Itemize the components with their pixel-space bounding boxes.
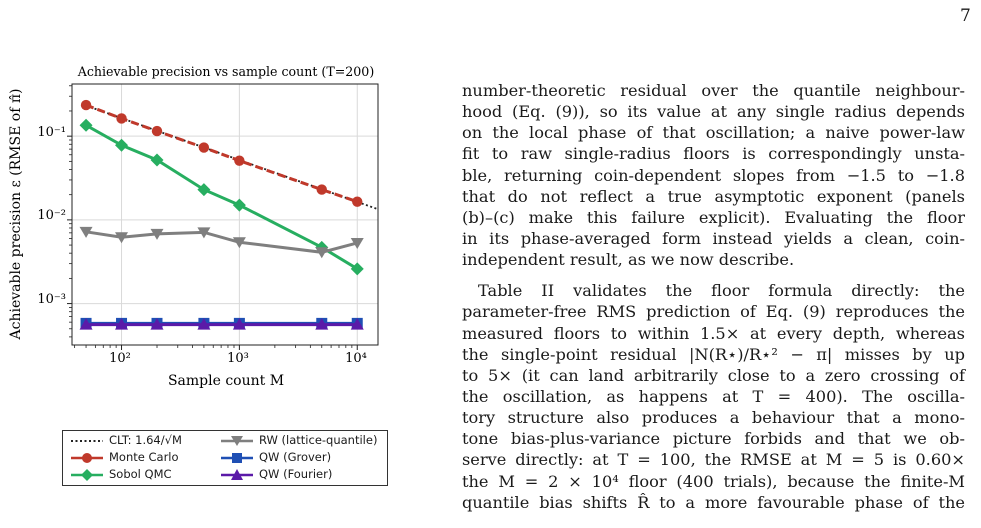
data-point-1-4 — [234, 155, 245, 166]
data-point-1-5 — [316, 184, 327, 195]
data-point-3-0 — [79, 226, 93, 238]
data-point-5-0 — [79, 318, 93, 330]
text-line: serve directly: at T = 100, the RMSE at … — [462, 450, 965, 470]
legend-label-clt: CLT: 1.64/√M — [109, 433, 182, 447]
data-point-3-3 — [197, 227, 211, 239]
text-line: the oscillation, as happens at T = 400).… — [462, 386, 965, 406]
precision-figure: Achievable precision vs sample count (T=… — [8, 64, 379, 389]
text-line: quantile bias shifts R̂ to a more favour… — [462, 492, 965, 512]
legend-label-rw: RW (lattice-quantile) — [259, 433, 378, 447]
legend-swatch-clt — [71, 440, 103, 442]
series-line-0 — [85, 104, 379, 211]
data-point-5-3 — [197, 318, 211, 330]
data-point-5-2 — [150, 318, 164, 330]
y-tick-label-0.001: 10⁻³ — [37, 292, 66, 307]
text-line: measured floors to within 1.5× at every … — [462, 323, 965, 343]
data-point-2-0 — [79, 118, 93, 132]
y-tick-label-0.1: 10⁻¹ — [37, 125, 66, 140]
series-line-1 — [85, 103, 358, 204]
axis-ticks — [67, 85, 358, 350]
text-line: (b)–(c) make this failure explicit). Eva… — [462, 207, 965, 227]
data-point-3-2 — [150, 228, 164, 240]
text-line: independent result, as we now describe. — [462, 250, 795, 270]
data-point-1-1 — [116, 113, 127, 124]
paragraph-2: Table II validates the floor formula dir… — [462, 280, 965, 513]
y-tick-label-0.01: 10⁻² — [37, 208, 66, 223]
x-tick-label-10000: 10⁴ — [345, 351, 367, 366]
plot-frame — [71, 83, 379, 346]
data-point-5-4 — [232, 318, 246, 330]
text-line: to 5× (it can land arbitrarily close to … — [462, 365, 965, 385]
x-axis-label: Sample count M — [168, 373, 284, 389]
text-line: the M = 2 × 10⁴ floor (400 trials), beca… — [462, 471, 965, 491]
text-line: the single-point residual |N(R⋆)/R⋆² − π… — [462, 344, 965, 364]
circle-marker-icon — [71, 453, 103, 463]
text-line: number-theoretic residual over the quant… — [462, 81, 965, 100]
body-text-column: number-theoretic residual over the quant… — [462, 80, 965, 513]
legend-label-qw-grover: QW (Grover) — [259, 450, 332, 464]
diamond-marker-icon — [71, 469, 103, 481]
grid — [72, 84, 378, 345]
data-point-3-5 — [315, 247, 329, 259]
data-point-5-5 — [315, 318, 329, 330]
data-point-3-6 — [350, 237, 364, 249]
text-line: in its phase-averaged form instead yield… — [462, 228, 965, 248]
text-line: Table II validates the floor formula dir… — [478, 281, 965, 301]
text-line: that do not reflect a true asymptotic ex… — [462, 186, 965, 206]
series-layer — [79, 99, 379, 330]
x-tick-label-100: 10² — [109, 351, 131, 366]
triangle-up-marker-icon — [221, 469, 253, 480]
text-line: tory structure also produces a behaviour… — [462, 408, 965, 428]
chart-title: Achievable precision vs sample count (T=… — [77, 64, 375, 79]
square-marker-icon — [221, 453, 253, 463]
data-point-5-6 — [350, 318, 364, 330]
legend: CLT: 1.64/√M Monte Carlo Sobol QMC RW (l… — [62, 430, 388, 486]
text-line: ble, returning coin-dependent slopes fro… — [462, 165, 965, 185]
paragraph-1: number-theoretic residual over the quant… — [462, 80, 965, 270]
data-point-1-3 — [198, 142, 210, 153]
data-point-5-1 — [115, 318, 129, 330]
data-point-1-2 — [151, 125, 163, 137]
data-point-1-0 — [80, 99, 92, 111]
data-point-2-2 — [150, 153, 164, 167]
text-line: on the local phase of that oscillation; … — [462, 123, 965, 143]
text-line: fit to raw single-radius floors is corre… — [462, 144, 965, 164]
data-point-2-1 — [115, 138, 129, 152]
data-point-2-6 — [350, 262, 364, 276]
legend-label-sobol: Sobol QMC — [109, 467, 172, 481]
data-point-2-4 — [232, 198, 246, 212]
data-point-3-4 — [232, 237, 246, 249]
data-point-1-6 — [352, 196, 363, 207]
text-line: hood (Eq. (9)), so its value at any sing… — [462, 102, 965, 122]
x-tick-label-1000: 10³ — [227, 351, 249, 366]
triangle-down-marker-icon — [221, 436, 253, 446]
data-point-3-1 — [115, 232, 129, 244]
page-number: 7 — [960, 6, 971, 26]
text-line: tone bias-plus-variance picture forbids … — [462, 429, 965, 449]
y-axis-label: Achievable precision ε (RMSE of π̂) — [8, 88, 24, 340]
legend-label-monte-carlo: Monte Carlo — [109, 450, 179, 464]
legend-label-qw-fourier: QW (Fourier) — [259, 467, 333, 481]
data-point-2-3 — [197, 183, 211, 197]
text-line: parameter-free RMS prediction of Eq. (9)… — [462, 302, 965, 322]
